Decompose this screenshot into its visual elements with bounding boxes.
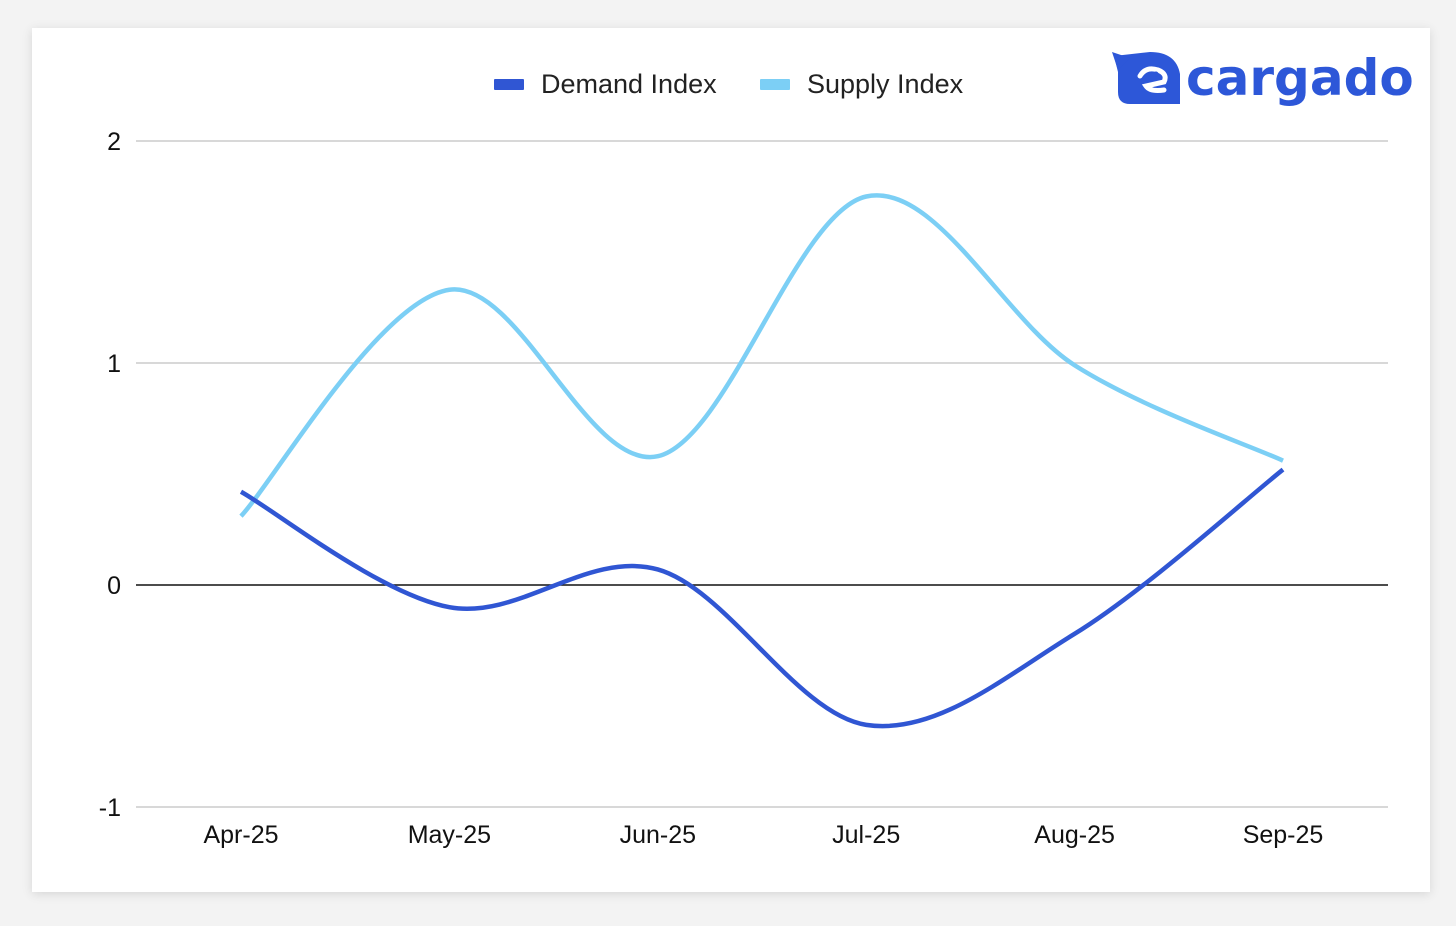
brand-logo: cargado	[1112, 49, 1414, 107]
series-line-demand-index	[239, 467, 1285, 729]
x-tick-label: Aug-25	[1034, 821, 1115, 849]
chart-card	[32, 28, 1430, 892]
x-tick-label: Sep-25	[1243, 821, 1324, 849]
y-tick-label: -1	[99, 794, 121, 822]
series-line-supply-index	[239, 193, 1284, 518]
series-lines	[239, 193, 1285, 729]
gridlines	[136, 140, 1388, 808]
cargado-logo-icon	[1112, 52, 1180, 104]
y-tick-label: 2	[107, 128, 121, 156]
legend-label-supply: Supply Index	[807, 69, 964, 99]
y-tick-label: 1	[107, 350, 121, 378]
x-tick-label: May-25	[408, 821, 491, 849]
y-tick-label: 0	[107, 572, 121, 600]
legend-swatch-supply	[760, 79, 790, 90]
x-tick-label: Jun-25	[620, 821, 696, 849]
x-axis-tick-labels: Apr-25 May-25 Jun-25 Jul-25 Aug-25 Sep-25	[203, 821, 1323, 849]
x-tick-label: Jul-25	[832, 821, 900, 849]
x-tick-label: Apr-25	[203, 821, 278, 849]
legend: Demand Index Supply Index	[494, 69, 964, 99]
legend-swatch-demand	[494, 79, 524, 90]
y-axis-tick-labels: -1 0 1 2	[99, 128, 121, 822]
brand-name: cargado	[1186, 49, 1414, 107]
legend-label-demand: Demand Index	[541, 69, 717, 99]
